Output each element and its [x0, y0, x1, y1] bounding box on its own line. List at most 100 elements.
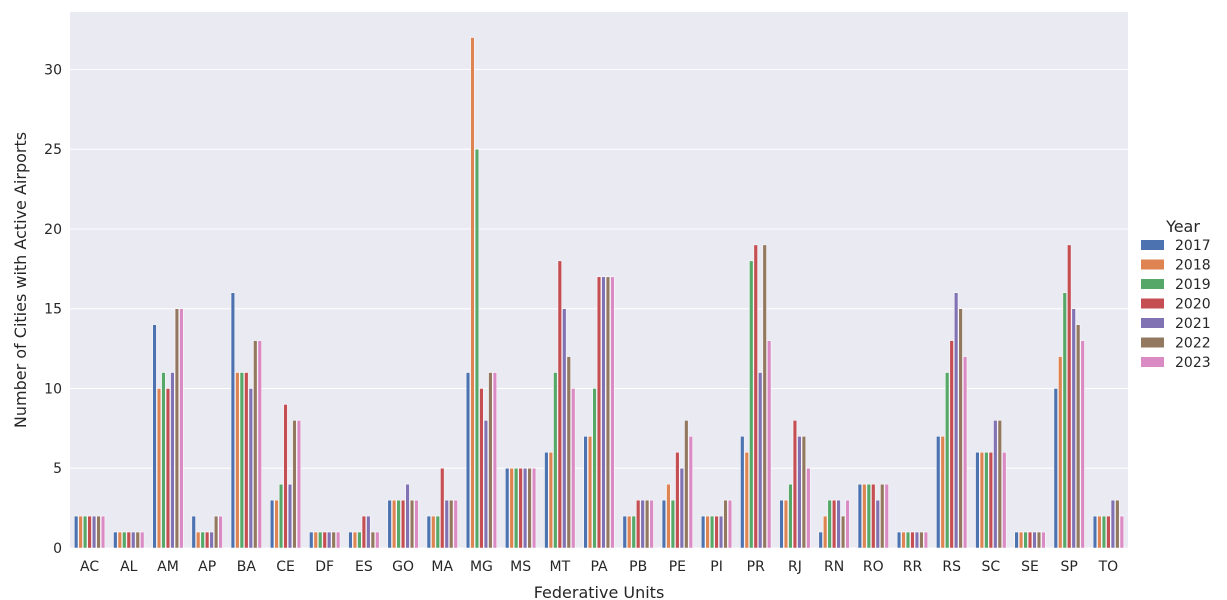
- bar-RJ-2022: [801, 436, 806, 549]
- bar-BA-2019: [239, 372, 244, 549]
- bar-RR-2023: [923, 531, 929, 549]
- bar-PE-2017: [661, 499, 667, 549]
- bar-MA-2021: [444, 499, 449, 549]
- bar-AC-2017: [74, 515, 79, 549]
- bar-PI-2021: [718, 515, 724, 549]
- bar-RR-2022: [919, 531, 924, 549]
- legend-label: 2019: [1175, 277, 1211, 293]
- bar-SP-2019: [1062, 292, 1067, 549]
- bar-MG-2020: [479, 388, 484, 549]
- y-tick-label: 25: [44, 142, 62, 158]
- bar-RN-2017: [818, 531, 823, 549]
- bar-PA-2020: [596, 276, 602, 549]
- bar-MT-2019: [553, 372, 558, 549]
- x-tick-label: PB: [629, 559, 647, 575]
- bar-ES-2022: [370, 531, 375, 549]
- bar-SE-2021: [1032, 531, 1037, 549]
- bar-RR-2019: [905, 531, 911, 549]
- bar-SP-2017: [1053, 388, 1058, 549]
- bar-AM-2022: [174, 308, 180, 549]
- bar-PE-2022: [684, 420, 689, 549]
- bar-CE-2020: [283, 404, 288, 549]
- y-tick-label: 20: [44, 222, 62, 238]
- legend-swatch-2018: [1141, 259, 1164, 270]
- bar-PI-2019: [709, 515, 715, 549]
- bar-AC-2022: [96, 515, 101, 549]
- bar-DF-2023: [336, 531, 341, 549]
- bar-SE-2020: [1027, 531, 1033, 549]
- legend-label: 2018: [1175, 258, 1211, 274]
- bar-RS-2019: [945, 372, 950, 549]
- bar-AM-2020: [165, 388, 171, 549]
- bar-AM-2018: [156, 388, 162, 549]
- bar-AM-2019: [161, 372, 166, 549]
- bar-MS-2017: [505, 467, 510, 549]
- bar-MT-2023: [571, 388, 576, 549]
- bar-RJ-2020: [792, 420, 798, 549]
- bar-AL-2023: [140, 531, 145, 549]
- bar-MS-2018: [509, 467, 514, 549]
- bar-MS-2021: [523, 467, 528, 549]
- bar-RS-2021: [954, 292, 959, 549]
- x-tick-labels: AC AL AM AP BA CE DF ES GO MA MG MS MT PA PB PE PI PR RJ RN…: [80, 559, 1118, 575]
- bar-MG-2021: [483, 420, 489, 549]
- bar-PB-2022: [645, 499, 650, 549]
- bar-AL-2018: [117, 531, 122, 549]
- bar-PE-2018: [666, 483, 671, 549]
- bar-BA-2022: [253, 340, 258, 549]
- bar-TO-2021: [1110, 499, 1115, 549]
- legend-label: 2023: [1175, 355, 1211, 371]
- bar-MS-2020: [518, 467, 523, 549]
- bar-CE-2017: [269, 499, 275, 549]
- bar-TO-2019: [1101, 515, 1107, 549]
- bar-MS-2022: [527, 467, 532, 549]
- bar-SE-2022: [1036, 531, 1042, 549]
- x-tick-label: GO: [392, 559, 414, 575]
- bar-RJ-2018: [783, 499, 789, 549]
- x-tick-label: MG: [470, 559, 493, 575]
- bar-RR-2020: [910, 531, 915, 549]
- bar-RS-2020: [949, 340, 954, 549]
- bar-MG-2022: [488, 372, 493, 549]
- bar-AC-2023: [100, 515, 106, 549]
- y-tick-label: 15: [44, 302, 62, 318]
- bar-SP-2020: [1067, 244, 1072, 549]
- bar-ES-2018: [352, 531, 358, 549]
- legend-title: Year: [1165, 217, 1200, 236]
- y-tick-label: 30: [44, 62, 62, 78]
- bar-GO-2019: [396, 499, 401, 549]
- bar-GO-2021: [405, 483, 410, 549]
- x-tick-label: RS: [942, 559, 961, 575]
- x-tick-label: SE: [1021, 559, 1039, 575]
- bar-RO-2021: [875, 499, 880, 549]
- bar-PB-2017: [622, 515, 627, 549]
- bar-DF-2020: [322, 531, 327, 549]
- bar-MA-2017: [426, 515, 431, 549]
- bar-TO-2023: [1119, 515, 1124, 549]
- x-tick-label: RN: [824, 559, 844, 575]
- bar-RS-2022: [958, 308, 963, 549]
- bar-RN-2022: [840, 515, 846, 549]
- x-axis-title: Federative Units: [534, 583, 665, 600]
- bar-PI-2023: [727, 499, 733, 549]
- bar-CE-2022: [292, 420, 297, 549]
- bar-SP-2022: [1076, 324, 1081, 549]
- legend: Year 2017 2018 2019 2020 2021 2022 2023: [1141, 217, 1211, 371]
- x-tick-label: DF: [315, 559, 334, 575]
- legend-swatch-2021: [1141, 318, 1164, 328]
- bar-PI-2018: [705, 515, 710, 549]
- legend-label: 2022: [1175, 336, 1211, 352]
- bar-PB-2018: [627, 515, 632, 549]
- bar-PR-2023: [767, 340, 772, 549]
- bar-PI-2022: [723, 499, 728, 549]
- bar-RJ-2019: [788, 483, 793, 549]
- x-tick-label: MT: [549, 559, 570, 575]
- bar-MA-2019: [435, 515, 440, 549]
- bar-PA-2019: [592, 388, 597, 549]
- bar-PE-2023: [688, 436, 693, 549]
- bar-TO-2022: [1115, 499, 1120, 549]
- bar-TO-2018: [1097, 515, 1102, 549]
- x-tick-label: MA: [431, 559, 453, 575]
- bar-DF-2022: [331, 531, 336, 549]
- bar-MT-2020: [557, 260, 562, 549]
